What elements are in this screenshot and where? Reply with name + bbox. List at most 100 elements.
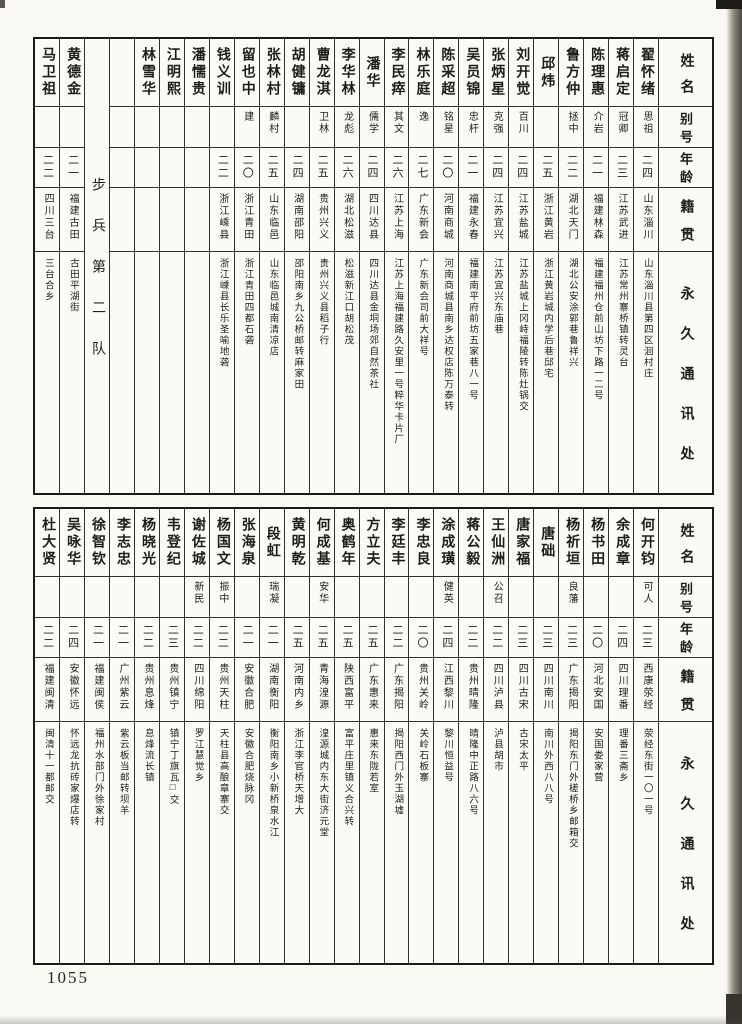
person-alias-cell: 克强 xyxy=(484,107,509,148)
person-native-cell: 陕西富平 xyxy=(334,658,359,722)
person-name: 何成基 xyxy=(314,517,330,568)
person-address: 晴隆中正路八六号 xyxy=(467,728,478,816)
person-alias-cell xyxy=(334,577,359,618)
person-name: 李民瘁 xyxy=(389,47,405,98)
header-age-cell: 年龄 xyxy=(659,148,712,188)
person-name-cell: 李民瘁 xyxy=(384,39,409,107)
person-name-cell: 杨祈垣 xyxy=(559,509,584,577)
person-name: 林乐庭 xyxy=(414,47,430,98)
person-age: 二〇 xyxy=(590,624,603,650)
person-native-cell: 四川古宋 xyxy=(509,658,534,722)
person-column: 马卫祖 二二 四川三台 三台合乡 xyxy=(35,39,60,493)
person-native-cell: 四川南川 xyxy=(534,658,559,722)
person-address-cell: 关岭石板寨 xyxy=(409,722,433,963)
person-address: 浙江黄岩城内学后巷邱宅 xyxy=(541,258,552,379)
person-name-cell: 黄明乾 xyxy=(284,509,309,577)
person-native-cell: 安徽怀远 xyxy=(60,658,85,722)
person-address-cell: 黎川恒益号 xyxy=(434,722,458,963)
person-address: 衡阳南乡小新桥泉水江 xyxy=(267,728,278,838)
person-alias-cell: 介岩 xyxy=(584,107,609,148)
header-alias-cell: 别号 xyxy=(659,107,712,148)
person-alias-cell xyxy=(459,577,484,618)
person-name: 杨祈垣 xyxy=(564,517,580,568)
person-age-cell: 二五 xyxy=(534,148,559,188)
person-name-cell: 杜大贤 xyxy=(35,509,60,577)
person-native: 浙江嵊县 xyxy=(216,193,228,241)
person-alias-cell xyxy=(284,107,309,148)
header-native-label: 籍贯 xyxy=(678,198,694,252)
person-column: 吴员锦 忠杆 二一 福建永春 福建南平府前坊五家巷八一号 xyxy=(458,39,484,493)
person-address: 怀远龙抗砖家爆店转 xyxy=(67,728,78,827)
person-alias: 忠杆 xyxy=(466,111,478,135)
empty-cell xyxy=(110,188,134,252)
person-native: 四川古宋 xyxy=(516,663,528,711)
person-name-cell: 谢佐城 xyxy=(184,509,209,577)
person-name-cell: 潘懦贵 xyxy=(184,39,209,107)
person-address-cell: 山东淄川县第四区洄村庄 xyxy=(634,252,658,493)
person-name-cell: 李忠良 xyxy=(409,509,434,577)
empty-cell xyxy=(110,252,134,493)
person-address: 理番三斋乡 xyxy=(616,728,627,783)
person-age: 二三 xyxy=(540,624,553,650)
person-column: 何成基 安华 二五 青海湟源 湟源城内东大街济元堂 xyxy=(308,509,334,963)
person-alias-cell xyxy=(234,577,259,618)
person-age: 二二 xyxy=(465,624,478,650)
empty-cell xyxy=(110,39,134,107)
person-alias-cell xyxy=(584,577,609,618)
person-name: 鲁方仲 xyxy=(564,47,580,98)
person-native: 湖南邵阳 xyxy=(291,193,303,241)
person-alias-cell xyxy=(509,577,534,618)
person-native: 安徽怀远 xyxy=(67,663,79,711)
person-age-cell: 二四 xyxy=(434,618,459,658)
person-native: 福建闽清 xyxy=(42,663,54,711)
header-column: 姓名 别号 年龄 籍贯 永久通讯处 xyxy=(658,39,712,493)
person-age-cell: 二五 xyxy=(309,618,334,658)
person-name-cell: 林乐庭 xyxy=(409,39,434,107)
person-age-cell: 二七 xyxy=(409,148,434,188)
person-name: 杜大贤 xyxy=(40,517,56,568)
header-alias-cell: 别号 xyxy=(659,577,712,618)
person-address-cell xyxy=(135,252,159,493)
person-address-cell: 理番三斋乡 xyxy=(609,722,633,963)
person-alias: 冠卿 xyxy=(616,111,628,135)
person-address: 湟源城内东大街济元堂 xyxy=(317,728,328,838)
person-age-cell: 二一 xyxy=(234,618,259,658)
person-native-cell: 江苏盐城 xyxy=(509,188,534,252)
person-name: 谢佐城 xyxy=(189,517,205,568)
person-age-cell: 二二 xyxy=(209,618,234,658)
person-name: 杨书田 xyxy=(589,517,605,568)
person-native-cell: 浙江嵊县 xyxy=(209,188,234,252)
person-native-cell: 河南商城 xyxy=(434,188,459,252)
person-column: 林乐庭逸二七 广东新会 广东新会司前大祥号 xyxy=(408,39,434,493)
person-address: 荥经东街一〇一号 xyxy=(641,728,652,816)
person-address-cell: 福州水部门外徐家村 xyxy=(85,722,109,963)
roster-table-top: 姓名 别号 年龄 籍贯 永久通讯处 翟怀绪 思祖 二四 山东淄川 山东淄川县第四区洄村庄 蒋启定 冠卿… xyxy=(33,37,714,495)
person-name: 陈理惠 xyxy=(589,47,605,98)
person-native-cell: 福建闽清 xyxy=(35,658,60,722)
person-age-cell: 二〇 xyxy=(409,618,434,658)
person-age-cell: 二三 xyxy=(559,618,584,658)
person-name-cell: 涂成璜 xyxy=(434,509,459,577)
person-age: 二一 xyxy=(91,624,104,650)
person-name: 唐家福 xyxy=(514,517,530,568)
person-column: 陈理惠 介岩 二一 福建林森 福建福州仓前山坊下路一二号 xyxy=(583,39,609,493)
person-name-cell: 奥鹤年 xyxy=(334,509,359,577)
person-address: 富平庄里镇义合兴转 xyxy=(342,728,353,827)
person-alias-cell xyxy=(85,577,110,618)
person-name: 张林村 xyxy=(264,47,280,98)
person-age-cell: 二六 xyxy=(334,148,359,188)
person-name: 李华林 xyxy=(339,47,355,98)
person-native: 四川绵阳 xyxy=(191,663,203,711)
person-alias-cell xyxy=(60,107,85,148)
person-name-cell: 林雪华 xyxy=(134,39,159,107)
person-native-cell xyxy=(159,188,184,252)
person-native-cell: 江西黎川 xyxy=(434,658,459,722)
person-age-cell: 二五 xyxy=(309,148,334,188)
person-age: 二二 xyxy=(216,624,229,650)
person-address-cell: 贵州兴义县稻子行 xyxy=(310,252,334,493)
person-age: 二一 xyxy=(241,624,254,650)
person-name-cell: 段虹 xyxy=(259,509,284,577)
person-age-cell: 二〇 xyxy=(434,148,459,188)
person-address: 江苏盐城上冈峙福陵转陈灶锅交 xyxy=(517,258,527,412)
person-alias: 龙彪 xyxy=(341,111,353,135)
